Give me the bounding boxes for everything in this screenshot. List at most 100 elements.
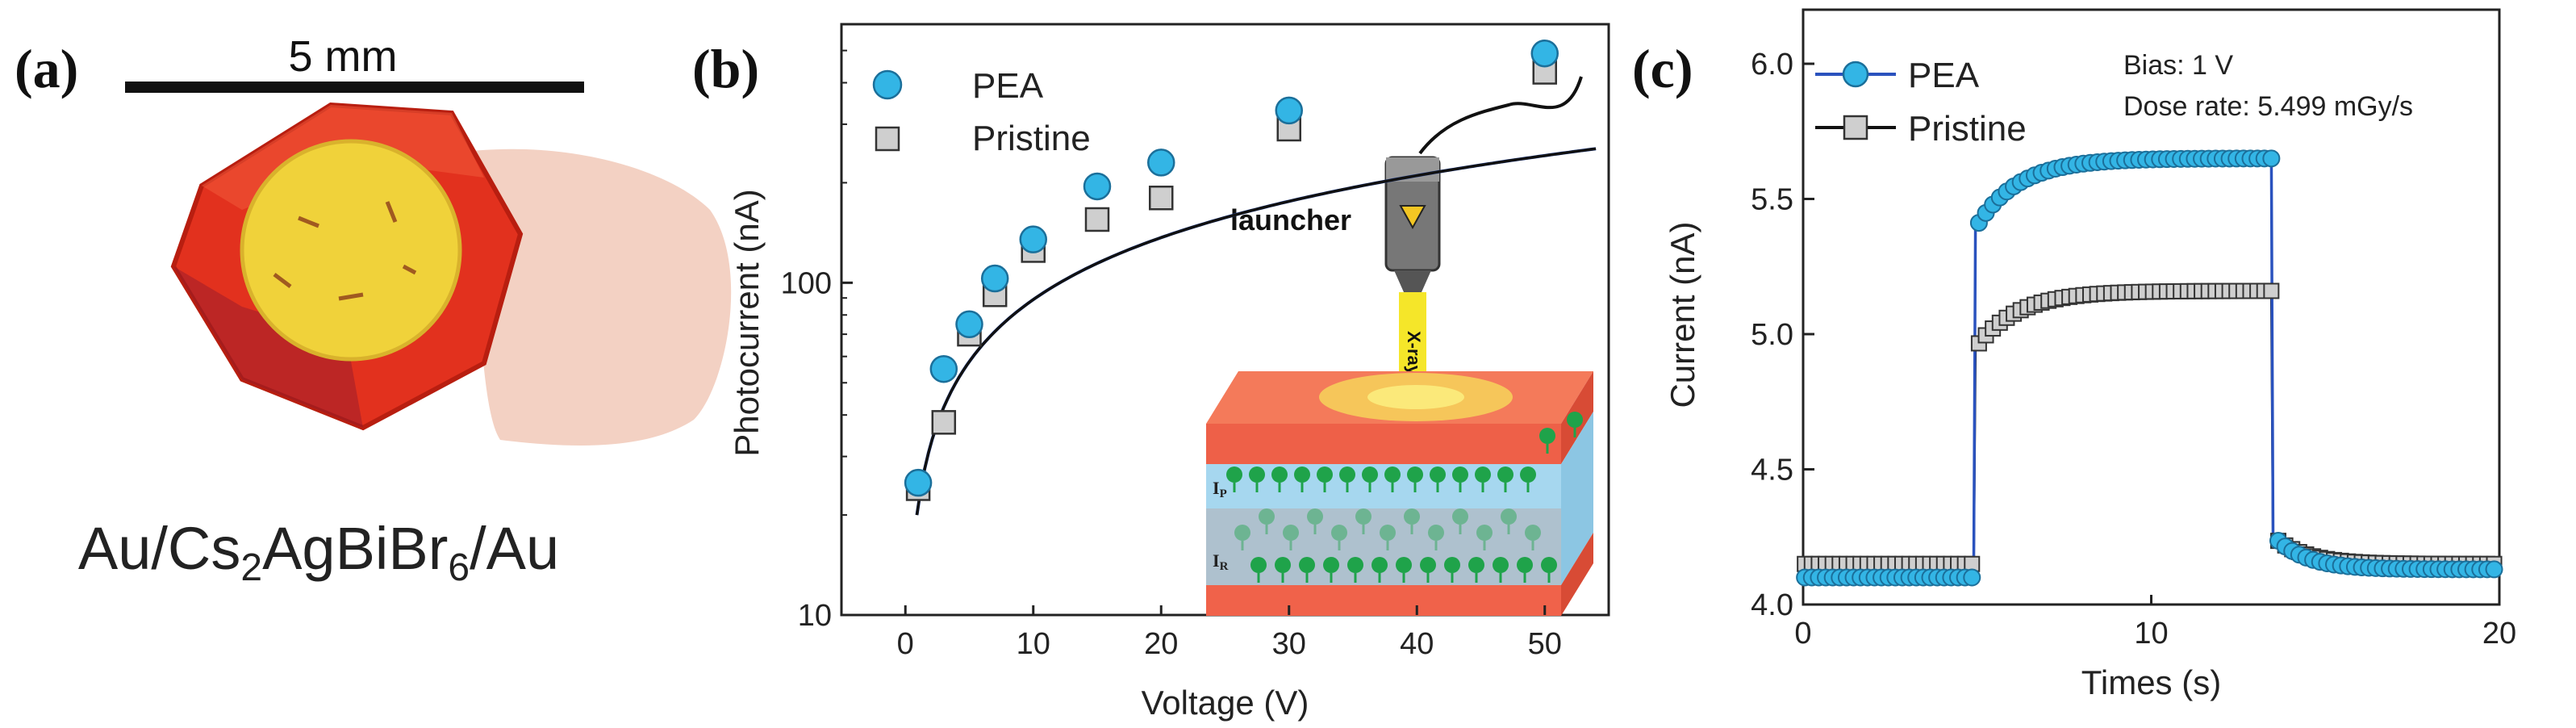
point-pea-c xyxy=(2485,560,2503,579)
charge-carrier xyxy=(1430,467,1446,483)
charge-carrier xyxy=(1380,525,1396,541)
legend-marker-pristine-b xyxy=(875,126,900,152)
charge-carrier xyxy=(1331,525,1347,541)
charge-carrier xyxy=(1234,525,1250,541)
electrode-scratches xyxy=(273,201,417,301)
carriers-bottom-row xyxy=(1234,508,1557,583)
charge-carrier xyxy=(1362,467,1378,483)
line-pea-c xyxy=(1805,157,2496,579)
charge-carrier xyxy=(1339,467,1355,483)
caption-prefix: Au/Cs xyxy=(78,515,241,582)
charge-carrier xyxy=(1317,467,1333,483)
point-pea-b xyxy=(1530,39,1559,68)
charge-carrier xyxy=(1517,557,1533,573)
charge-carrier xyxy=(1428,525,1444,541)
charge-carrier xyxy=(1283,525,1299,541)
charge-carrier xyxy=(1501,508,1517,525)
point-pristine-b xyxy=(1084,207,1110,232)
caption-sub2: 6 xyxy=(448,546,470,589)
panel-a-label: (a) xyxy=(15,38,78,99)
x-tick-label-b: 40 xyxy=(1400,627,1434,661)
radiation-icon xyxy=(1399,205,1426,230)
bias-annotation: Bias: 1 V xyxy=(2123,50,2233,81)
charge-carrier xyxy=(1452,467,1468,483)
y-axis-title-c: Current (nA) xyxy=(1664,221,1701,408)
charge-carrier xyxy=(1452,508,1468,525)
panel-a: (a) 5 mm Au/Cs2AgBiBr6/Au xyxy=(15,32,732,589)
svg-text:Au/Cs2AgBiBr6/Au: Au/Cs2AgBiBr6/Au xyxy=(78,515,559,589)
charge-carrier xyxy=(1271,467,1288,483)
charge-carrier xyxy=(1404,508,1420,525)
point-pea-b xyxy=(1083,172,1112,201)
chart-c-legend: PEA Pristine xyxy=(1815,56,2027,149)
line-pristine-c xyxy=(1805,290,2496,566)
charge-carrier xyxy=(1249,467,1265,483)
x-tick-label-c: 20 xyxy=(2482,617,2516,651)
charge-carrier xyxy=(1476,525,1493,541)
point-pea-b xyxy=(980,264,1009,293)
point-pristine-b xyxy=(931,410,957,435)
legend-marker-pea-b xyxy=(872,69,903,100)
point-pea-c xyxy=(1963,568,1981,587)
carriers-top-row xyxy=(1226,412,1583,492)
point-pea-b xyxy=(904,468,933,497)
point-pea-b xyxy=(1275,96,1303,125)
charge-carrier xyxy=(1307,508,1323,525)
charge-carrier xyxy=(1299,557,1315,573)
legend-label-pristine-b: Pristine xyxy=(972,119,1091,158)
charge-carrier xyxy=(1468,557,1484,573)
panel-c: (c) 0 10 20 4.0 4.5 5.0 5.5 6.0 Times (s) Current… xyxy=(1632,8,2516,701)
ir-label: IR xyxy=(1213,550,1229,573)
charge-carrier xyxy=(1384,467,1401,483)
legend-marker-pristine-c xyxy=(1843,115,1868,140)
chart-c-plot xyxy=(1796,149,2503,587)
charge-carrier xyxy=(1567,412,1583,428)
legend-label-pea-c: PEA xyxy=(1908,56,1980,95)
y-tick-label-b: 10 xyxy=(798,599,832,633)
charge-carrier xyxy=(1372,557,1388,573)
charge-carrier xyxy=(1259,508,1275,525)
legend-label-pea-b: PEA xyxy=(972,66,1044,106)
charge-carrier xyxy=(1347,557,1363,573)
charge-carrier xyxy=(1396,557,1412,573)
scale-bar-label: 5 mm xyxy=(289,32,398,81)
y-axis-title-b: Photocurrent (nA) xyxy=(728,189,766,457)
fit-curve-pristine xyxy=(915,147,1597,516)
chart-b-axes: 0 10 20 30 40 50 10 100 Voltage (V) Photocurrent … xyxy=(728,49,1562,722)
y-tick-label-c: 5.5 xyxy=(1751,183,1793,217)
charge-carrier xyxy=(1475,467,1491,483)
charge-carrier xyxy=(1275,557,1291,573)
caption-mid: AgBiBr xyxy=(262,515,448,582)
point-pea-b xyxy=(1147,149,1175,177)
charge-carrier xyxy=(1323,557,1339,573)
dose-annotation: Dose rate: 5.499 mGy/s xyxy=(2123,91,2413,122)
point-pristine-c xyxy=(2263,282,2280,299)
y-tick-label-c: 6.0 xyxy=(1751,48,1793,82)
caption-suffix: /Au xyxy=(470,515,559,582)
xray-label: X-ray xyxy=(1404,331,1424,376)
launcher-cap xyxy=(1386,157,1439,182)
charge-carrier xyxy=(1539,428,1555,444)
point-pea-b xyxy=(1019,225,1047,253)
x-axis-title-c: Times (s) xyxy=(2081,663,2221,701)
top-electrode-front xyxy=(1206,424,1561,464)
y-tick-label-c: 5.0 xyxy=(1751,318,1793,352)
charge-carrier xyxy=(1525,525,1541,541)
x-tick-label-c: 10 xyxy=(2134,617,2168,651)
charge-carrier xyxy=(1250,557,1267,573)
chart-b-legend: PEA Pristine xyxy=(872,66,1091,158)
charge-carrier xyxy=(1226,467,1242,483)
x-tick-label-b: 0 xyxy=(897,627,914,661)
chart-c-axes: 0 10 20 4.0 4.5 5.0 5.5 6.0 Times (s) Current (nA… xyxy=(1664,48,2516,701)
charge-carrier xyxy=(1541,557,1557,573)
charge-carrier xyxy=(1493,557,1509,573)
x-tick-label-b: 10 xyxy=(1017,627,1050,661)
x-tick-label-b: 20 xyxy=(1144,627,1178,661)
crystal-shadow xyxy=(452,149,732,446)
crystal-facet-dark xyxy=(173,266,363,428)
bottom-electrode-front xyxy=(1206,585,1561,616)
launcher-nozzle xyxy=(1394,270,1431,292)
caption-sub1: 2 xyxy=(240,546,262,589)
beam-spot xyxy=(1367,385,1464,409)
